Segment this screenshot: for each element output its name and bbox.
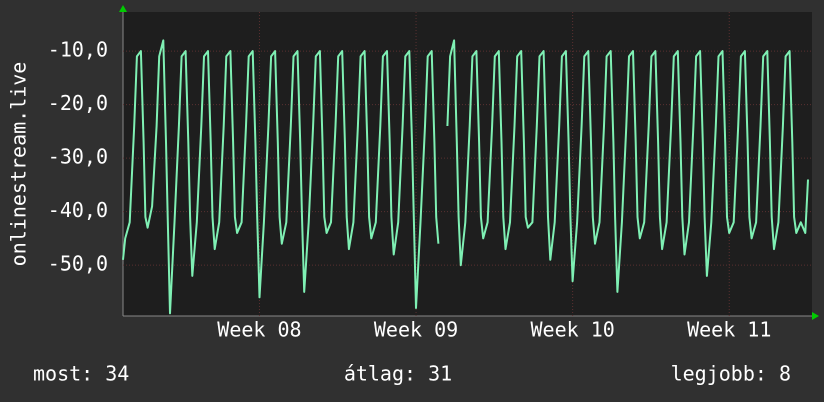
y-axis-label: onlinestream.live: [7, 62, 31, 267]
y-tick-label: -50,0: [48, 252, 108, 276]
y-tick-label: -20,0: [48, 91, 108, 115]
x-arrow: [812, 312, 819, 320]
x-tick-label: Week 11: [687, 318, 771, 342]
y-tick-label: -30,0: [48, 145, 108, 169]
x-tick-label: Week 08: [217, 318, 301, 342]
x-tick-label: Week 09: [374, 318, 458, 342]
stat-average: átlag: 31: [344, 362, 452, 386]
y-tick-label: -40,0: [48, 198, 108, 222]
y-arrow: [119, 5, 127, 12]
stat-best: legjobb: 8: [671, 362, 791, 386]
y-tick-label: -10,0: [48, 38, 108, 62]
x-tick-label: Week 10: [530, 318, 614, 342]
data-line: [122, 39, 809, 315]
stat-current: most: 34: [33, 362, 129, 386]
